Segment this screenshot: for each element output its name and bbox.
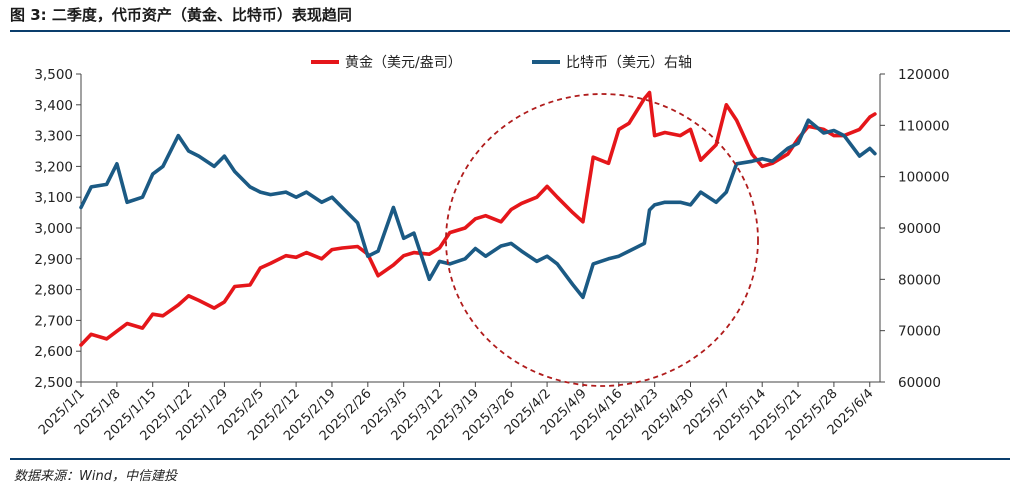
legend-bitcoin-label: 比特币（美元）右轴 xyxy=(566,55,692,71)
footer-divider xyxy=(10,458,1010,460)
left-tick-label: 3,200 xyxy=(34,159,73,175)
title-divider xyxy=(10,30,1010,32)
left-tick-label: 3,400 xyxy=(34,98,73,114)
right-y-axis: 60000 70000 80000 90000 100000 110000 120000 xyxy=(879,67,950,391)
left-tick-label: 2,700 xyxy=(34,313,73,329)
left-tick-label: 2,900 xyxy=(34,252,73,268)
right-tick-label: 110000 xyxy=(898,118,950,134)
chart: 2,500 2,600 2,700 2,800 2,900 3,000 3,100 3,200… xyxy=(34,54,950,444)
x-axis: 2025/1/12025/1/82025/1/152025/1/222025/1… xyxy=(36,381,880,444)
page-title: 图 3: 二季度，代币资产（黄金、比特币）表现趋同 xyxy=(10,6,352,24)
legend-gold-label: 黄金（美元/盎司） xyxy=(345,54,462,71)
left-tick-label: 3,100 xyxy=(34,190,73,206)
bitcoin-series-line xyxy=(79,118,877,300)
legend: 黄金（美元/盎司） 比特币（美元）右轴 xyxy=(311,54,692,71)
right-tick-label: 60000 xyxy=(898,375,941,391)
annotation-layer xyxy=(445,93,759,387)
highlight-circle xyxy=(445,93,759,387)
left-y-axis: 2,500 2,600 2,700 2,800 2,900 3,000 3,100 3,200… xyxy=(34,67,82,391)
left-tick-label: 3,300 xyxy=(34,129,73,145)
left-tick-label: 2,500 xyxy=(34,375,73,391)
right-tick-label: 90000 xyxy=(898,221,941,237)
series-layer xyxy=(79,90,877,347)
left-tick-label: 3,000 xyxy=(34,221,73,237)
left-tick-label: 2,800 xyxy=(34,283,73,299)
right-tick-label: 70000 xyxy=(898,324,941,340)
gold-series-line xyxy=(79,90,877,347)
left-tick-label: 2,600 xyxy=(34,344,73,360)
right-tick-label: 120000 xyxy=(898,67,950,83)
source-note: 数据来源：Wind，中信建投 xyxy=(14,469,177,484)
left-tick-label: 3,500 xyxy=(34,67,73,83)
right-tick-label: 100000 xyxy=(898,170,950,186)
right-tick-label: 80000 xyxy=(898,272,941,288)
